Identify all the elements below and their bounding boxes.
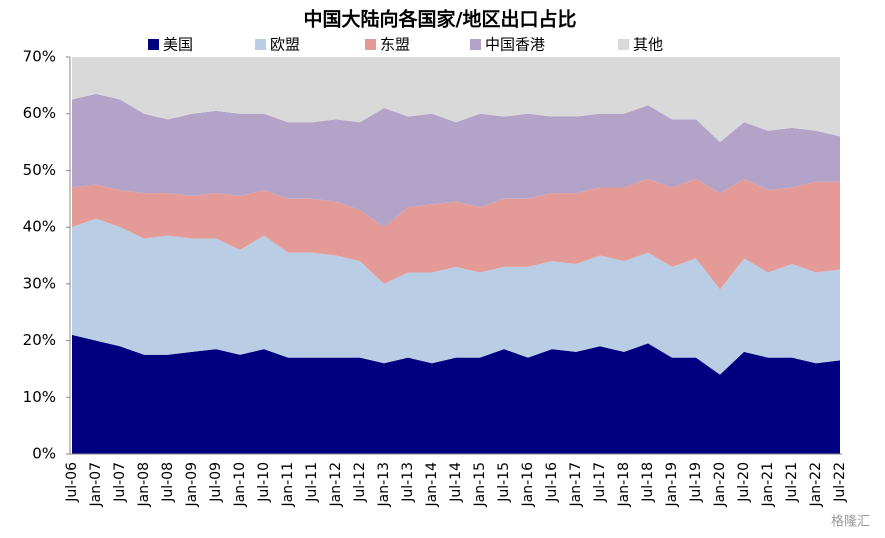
y-tick-label: 50% <box>23 161 56 179</box>
x-tick-label: Jul-17 <box>592 462 608 503</box>
x-tick-label: Jul-09 <box>208 462 224 503</box>
x-tick-label: Jul-15 <box>496 462 512 503</box>
legend-swatch <box>470 39 481 50</box>
x-tick-label: Jan-11 <box>280 462 296 507</box>
x-tick-label: Jul-14 <box>448 462 464 503</box>
y-tick-label: 10% <box>23 388 56 406</box>
x-tick-label: Jul-20 <box>736 462 752 503</box>
x-tick-label: Jan-15 <box>472 462 488 507</box>
y-tick-label: 60% <box>23 104 56 122</box>
x-tick-label: Jan-22 <box>808 462 824 507</box>
x-tick-label: Jul-21 <box>784 462 800 503</box>
x-tick-label: Jan-21 <box>760 462 776 507</box>
chart-title: 中国大陆向各国家/地区出口占比 <box>304 8 577 31</box>
x-tick-label: Jan-16 <box>520 462 536 508</box>
x-tick-label: Jul-06 <box>64 462 80 503</box>
x-tick-label: Jul-10 <box>256 462 272 503</box>
legend-label: 美国 <box>163 36 193 54</box>
x-tick-label: Jul-18 <box>640 462 656 503</box>
legend-label: 欧盟 <box>270 36 300 54</box>
y-tick-label: 20% <box>23 331 56 349</box>
x-tick-label: Jan-14 <box>424 462 440 508</box>
x-tick-label: Jan-13 <box>376 462 392 507</box>
area <box>72 93 840 228</box>
x-tick-label: Jul-16 <box>544 462 560 503</box>
x-tick-label: Jan-17 <box>568 462 584 507</box>
x-tick-label: Jan-19 <box>664 462 680 507</box>
x-tick-label: Jul-11 <box>304 462 320 503</box>
y-tick-label: 30% <box>23 274 56 292</box>
x-tick-label: Jul-13 <box>400 462 416 503</box>
x-tick-label: Jul-22 <box>832 462 848 503</box>
legend-label: 中国香港 <box>485 36 545 54</box>
area <box>72 178 840 290</box>
x-tick-label: Jan-08 <box>136 462 152 507</box>
x-tick-label: Jul-08 <box>160 462 176 503</box>
x-tick-label: Jan-09 <box>184 462 200 507</box>
legend-swatch <box>255 39 266 50</box>
plot-area <box>72 57 840 454</box>
y-tick-label: 40% <box>23 218 56 236</box>
legend-swatch <box>365 39 376 50</box>
legend-label: 其他 <box>633 36 663 54</box>
x-tick-label: Jan-10 <box>232 462 248 507</box>
x-tick-label: Jul-07 <box>112 462 128 503</box>
y-tick-label: 0% <box>32 445 56 463</box>
x-tick-label: Jan-07 <box>88 462 104 507</box>
x-tick-label: Jan-18 <box>616 462 632 507</box>
x-tick-label: Jul-12 <box>352 462 368 503</box>
legend-swatch <box>148 39 159 50</box>
x-tick-label: Jan-12 <box>328 462 344 507</box>
legend-label: 东盟 <box>380 36 410 54</box>
area <box>72 334 840 454</box>
legend-swatch <box>618 39 629 50</box>
watermark: 格隆汇 <box>831 514 870 530</box>
x-tick-label: Jan-20 <box>712 462 728 507</box>
area <box>72 57 840 143</box>
x-tick-label: Jul-19 <box>688 462 704 503</box>
y-tick-label: 70% <box>23 48 56 66</box>
area <box>72 218 840 375</box>
